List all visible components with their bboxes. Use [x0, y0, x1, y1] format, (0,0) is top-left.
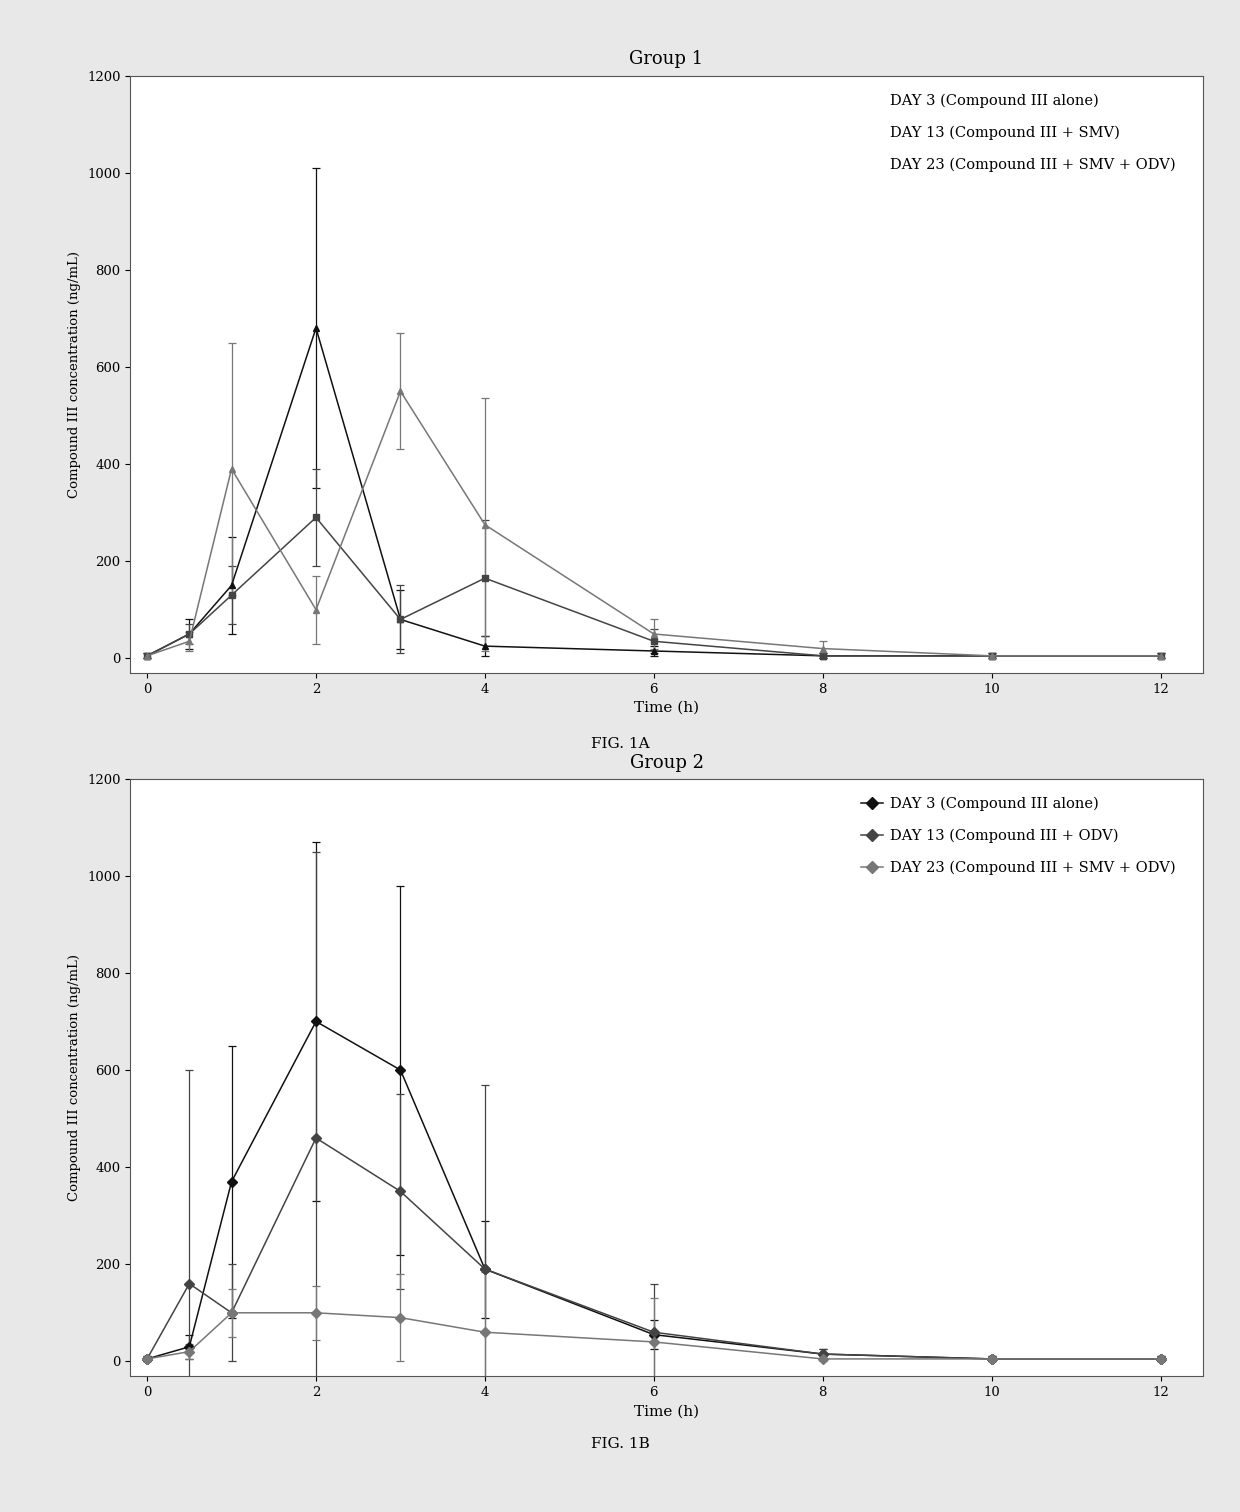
Title: Group 2: Group 2	[630, 753, 703, 771]
Text: FIG. 1A: FIG. 1A	[590, 736, 650, 751]
Y-axis label: Compound III concentration (ng/mL): Compound III concentration (ng/mL)	[68, 954, 82, 1201]
Legend: DAY 3 (Compound III alone), DAY 13 (Compound III + ODV), DAY 23 (Compound III + : DAY 3 (Compound III alone), DAY 13 (Comp…	[854, 791, 1182, 880]
X-axis label: Time (h): Time (h)	[634, 702, 699, 715]
X-axis label: Time (h): Time (h)	[634, 1405, 699, 1418]
Y-axis label: Compound III concentration (ng/mL): Compound III concentration (ng/mL)	[68, 251, 82, 497]
Legend: DAY 3 (Compound III alone), DAY 13 (Compound III + SMV), DAY 23 (Compound III + : DAY 3 (Compound III alone), DAY 13 (Comp…	[884, 88, 1182, 177]
Title: Group 1: Group 1	[630, 50, 703, 68]
Text: FIG. 1B: FIG. 1B	[590, 1436, 650, 1452]
